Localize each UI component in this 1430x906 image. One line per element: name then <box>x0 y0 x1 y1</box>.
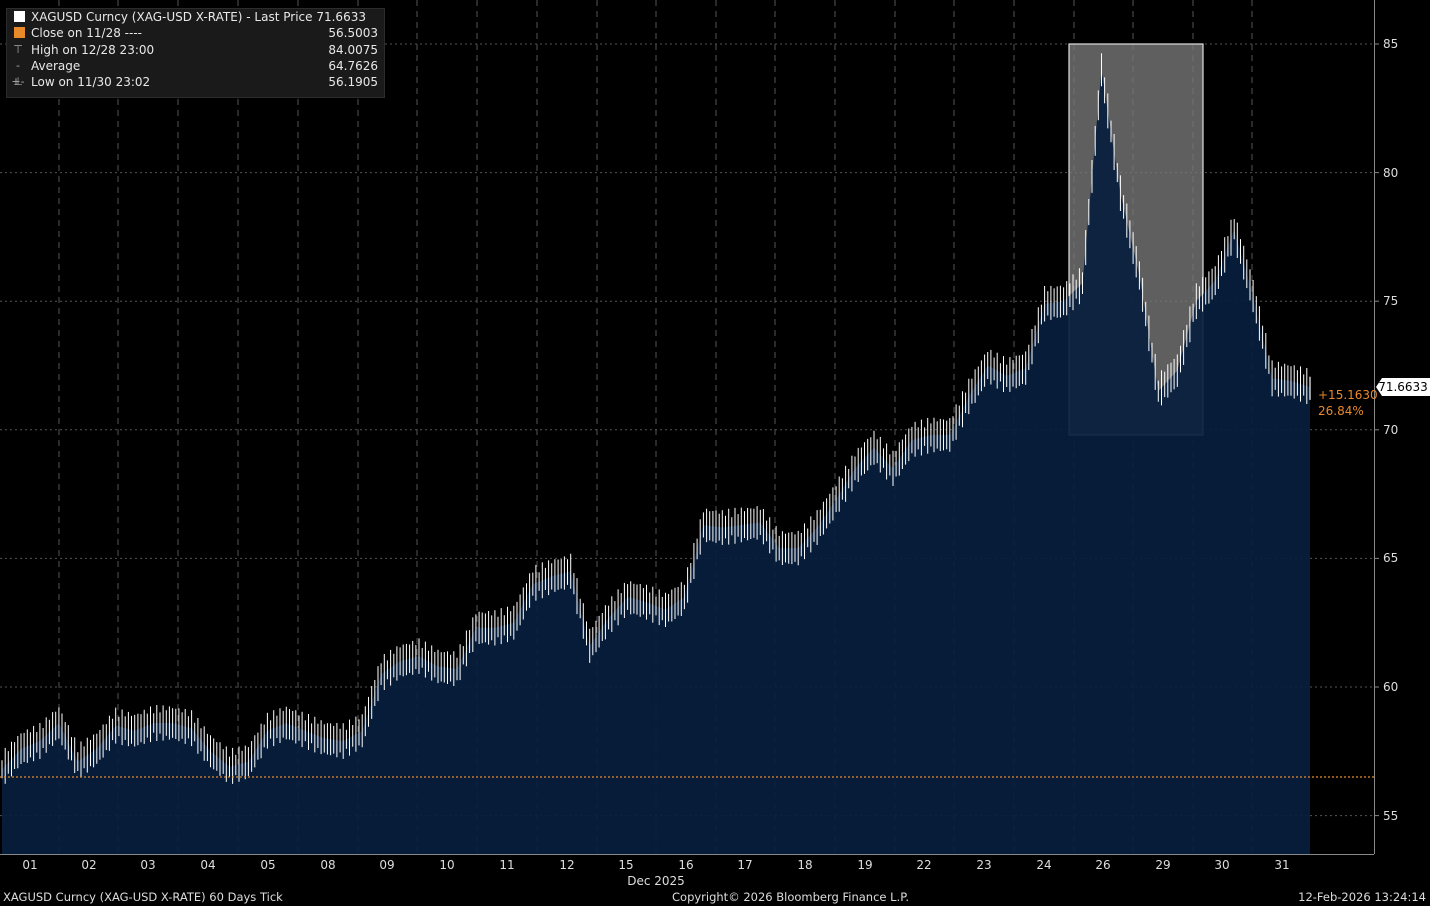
legend-title-value: 71.6633 <box>316 10 366 24</box>
legend-title: XAGUSD Curncy (XAG-USD X-RATE) - Last Pr… <box>31 10 313 24</box>
y-tick-label: 85 <box>1383 37 1399 51</box>
x-tick-label: 09 <box>379 858 395 872</box>
y-tick-label: 55 <box>1383 808 1399 823</box>
legend-title-row: XAGUSD Curncy (XAG-USD X-RATE) - Last Pr… <box>7 9 384 25</box>
x-tick-label: 01 <box>22 858 38 872</box>
x-tick-label: 16 <box>678 858 694 872</box>
chart-legend: XAGUSD Curncy (XAG-USD X-RATE) - Last Pr… <box>6 8 385 98</box>
close-swatch-icon <box>14 27 25 39</box>
footer-security: XAGUSD Curncy (XAG-USD X-RATE) 60 Days T… <box>3 890 283 904</box>
x-tick-label: 10 <box>439 858 455 872</box>
legend-close-row: Close on 11/28 ---- 56.5003 <box>7 25 384 41</box>
price-area <box>2 69 1310 854</box>
x-tick-label: 08 <box>320 858 336 872</box>
y-tick-label: 70 <box>1383 422 1399 437</box>
legend-average-value: 64.7626 <box>328 58 378 73</box>
x-tick-label: 11 <box>499 858 515 872</box>
low-marker-icon: ⊥ <box>13 75 23 89</box>
tick-bars <box>1 53 1311 784</box>
chart-axes <box>0 0 1379 855</box>
x-tick-label: 12 <box>559 858 575 872</box>
legend-average-label: Average <box>31 58 81 73</box>
y-tick-label: 75 <box>1383 294 1399 309</box>
price-swatch-icon <box>14 11 25 22</box>
average-marker-icon: -+- <box>11 58 25 89</box>
legend-high-value: 84.0075 <box>328 42 378 57</box>
x-tick-label: 05 <box>260 858 276 872</box>
x-axis-month-label: Dec 2025 <box>627 874 685 888</box>
x-tick-label: 26 <box>1095 858 1111 872</box>
y-tick-label: 65 <box>1383 551 1399 566</box>
legend-low-value: 56.1905 <box>328 75 378 90</box>
footer-copyright: Copyright© 2026 Bloomberg Finance L.P. <box>672 890 909 904</box>
x-tick-label: 03 <box>140 858 156 872</box>
x-tick-label: 15 <box>618 858 634 872</box>
last-price-tag: 71.6633 <box>1376 378 1430 396</box>
legend-high-row: ⊤ High on 12/28 23:00 84.0075 <box>7 42 384 58</box>
x-tick-label: 31 <box>1274 858 1290 872</box>
legend-high-label: High on 12/28 23:00 <box>31 42 155 57</box>
y-tick-label: 60 <box>1383 680 1399 694</box>
x-tick-label: 22 <box>916 858 932 872</box>
y-tick-label: 80 <box>1383 165 1399 180</box>
legend-close-value: 56.5003 <box>328 26 378 41</box>
high-marker-icon: ⊤ <box>13 42 23 56</box>
x-tick-label: 23 <box>976 858 992 872</box>
x-tick-label: 30 <box>1214 858 1230 872</box>
x-tick-label: 17 <box>737 858 753 872</box>
footer-timestamp: 12-Feb-2026 13:24:14 <box>1298 890 1426 904</box>
x-tick-label: 24 <box>1036 858 1052 872</box>
legend-close-label: Close on 11/28 ---- <box>31 26 142 41</box>
legend-low-label: Low on 11/30 23:02 <box>31 75 151 90</box>
x-tick-label: 02 <box>81 858 97 872</box>
change-absolute: +15.1630 <box>1318 388 1378 402</box>
x-tick-label: 29 <box>1155 858 1171 872</box>
legend-low-row: ⊥ Low on 11/30 23:02 56.1905 <box>7 74 384 90</box>
x-tick-label: 04 <box>200 858 216 872</box>
change-percent: 26.84% <box>1318 404 1364 418</box>
x-tick-label: 18 <box>797 858 813 872</box>
x-tick-label: 19 <box>857 858 873 872</box>
legend-average-row: -+- Average 64.7626 <box>7 58 384 88</box>
